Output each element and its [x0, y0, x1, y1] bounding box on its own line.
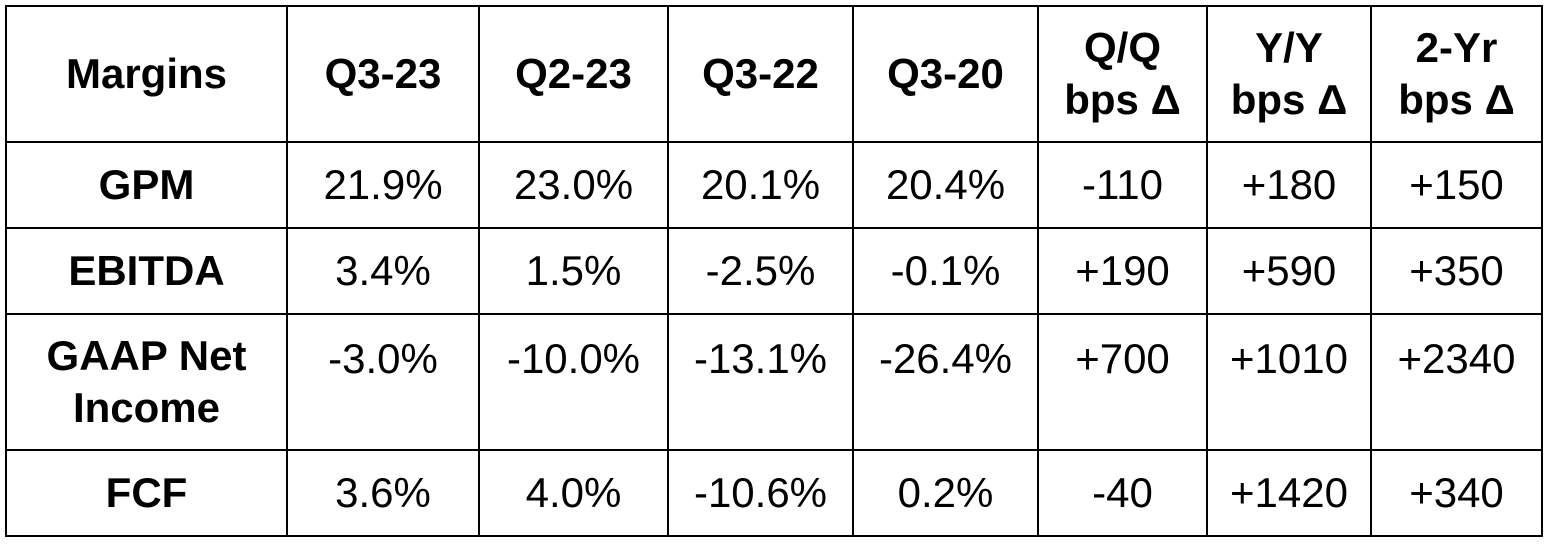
header-q3-23-label: Q3-23 [324, 50, 442, 97]
table-cell: -10.6% [667, 449, 854, 537]
table-row-fcf: FCF 3.6% 4.0% -10.6% 0.2% -40 +1420 +340 [5, 449, 1543, 537]
table-cell: +590 [1206, 227, 1372, 315]
header-q2-23-label: Q2-23 [515, 50, 632, 97]
table-cell: 3.6% [286, 449, 480, 537]
header-q3-20-label: Q3-20 [887, 50, 1004, 97]
header-row: Margins Q3-23 Q2-23 Q3-22 Q3-20 Q/Q bps Δ… [5, 5, 1543, 143]
header-margins: Margins [5, 5, 288, 143]
table-cell: +700 [1037, 313, 1208, 451]
row-label-fcf: FCF [5, 449, 288, 537]
row-label-text: GPM [98, 161, 195, 208]
header-qq-line1: Q/Q [1083, 24, 1161, 71]
row-label-line2: Income [72, 384, 221, 431]
table-cell: +1010 [1206, 313, 1372, 451]
table-row-ebitda: EBITDA 3.4% 1.5% -2.5% -0.1% +190 +590 +… [5, 227, 1543, 315]
header-2yr-bps: 2-Yr bps Δ [1370, 5, 1543, 143]
table-cell: -26.4% [852, 313, 1039, 451]
header-q2-23: Q2-23 [478, 5, 669, 143]
table-cell: +2340 [1370, 313, 1543, 451]
row-label-text: FCF [105, 469, 188, 516]
header-qq-bps: Q/Q bps Δ [1037, 5, 1208, 143]
table-cell: +180 [1206, 141, 1372, 229]
table-cell: -0.1% [852, 227, 1039, 315]
table-cell: 4.0% [478, 449, 669, 537]
margins-table: Margins Q3-23 Q2-23 Q3-22 Q3-20 Q/Q bps Δ… [5, 5, 1543, 537]
table-cell: 3.4% [286, 227, 480, 315]
table-cell: -3.0% [286, 313, 480, 451]
table-cell: 1.5% [478, 227, 669, 315]
table-cell: 21.9% [286, 141, 480, 229]
table-cell: +350 [1370, 227, 1543, 315]
table-cell: -13.1% [667, 313, 854, 451]
header-q3-22-label: Q3-22 [702, 50, 819, 97]
header-qq-line2: bps Δ [1064, 76, 1181, 123]
table-row-gaap-net-income: GAAP Net Income -3.0% -10.0% -13.1% -26.4… [5, 313, 1543, 451]
table-cell: -40 [1037, 449, 1208, 537]
table-cell: -2.5% [667, 227, 854, 315]
table-cell: +340 [1370, 449, 1543, 537]
header-q3-23: Q3-23 [286, 5, 480, 143]
header-yy-line2: bps Δ [1230, 76, 1348, 123]
header-2yr-line1: 2-Yr [1415, 24, 1498, 71]
row-label-text: EBITDA [68, 247, 225, 294]
header-margins-label: Margins [65, 50, 228, 97]
table-cell: 0.2% [852, 449, 1039, 537]
table-cell: +1420 [1206, 449, 1372, 537]
row-label-gaap-net-income: GAAP Net Income [5, 313, 288, 451]
table-cell: 20.4% [852, 141, 1039, 229]
table-cell: +150 [1370, 141, 1543, 229]
table-cell: +190 [1037, 227, 1208, 315]
row-label-gpm: GPM [5, 141, 288, 229]
table-cell: 23.0% [478, 141, 669, 229]
header-2yr-line2: bps Δ [1398, 76, 1515, 123]
header-yy-line1: Y/Y [1255, 24, 1323, 71]
table-row-gpm: GPM 21.9% 23.0% 20.1% 20.4% -110 +180 +1… [5, 141, 1543, 229]
row-label-ebitda: EBITDA [5, 227, 288, 315]
header-q3-20: Q3-20 [852, 5, 1039, 143]
header-yy-bps: Y/Y bps Δ [1206, 5, 1372, 143]
row-label-line1: GAAP Net [46, 332, 247, 379]
table-cell: -110 [1037, 141, 1208, 229]
table-cell: 20.1% [667, 141, 854, 229]
table-cell: -10.0% [478, 313, 669, 451]
header-q3-22: Q3-22 [667, 5, 854, 143]
